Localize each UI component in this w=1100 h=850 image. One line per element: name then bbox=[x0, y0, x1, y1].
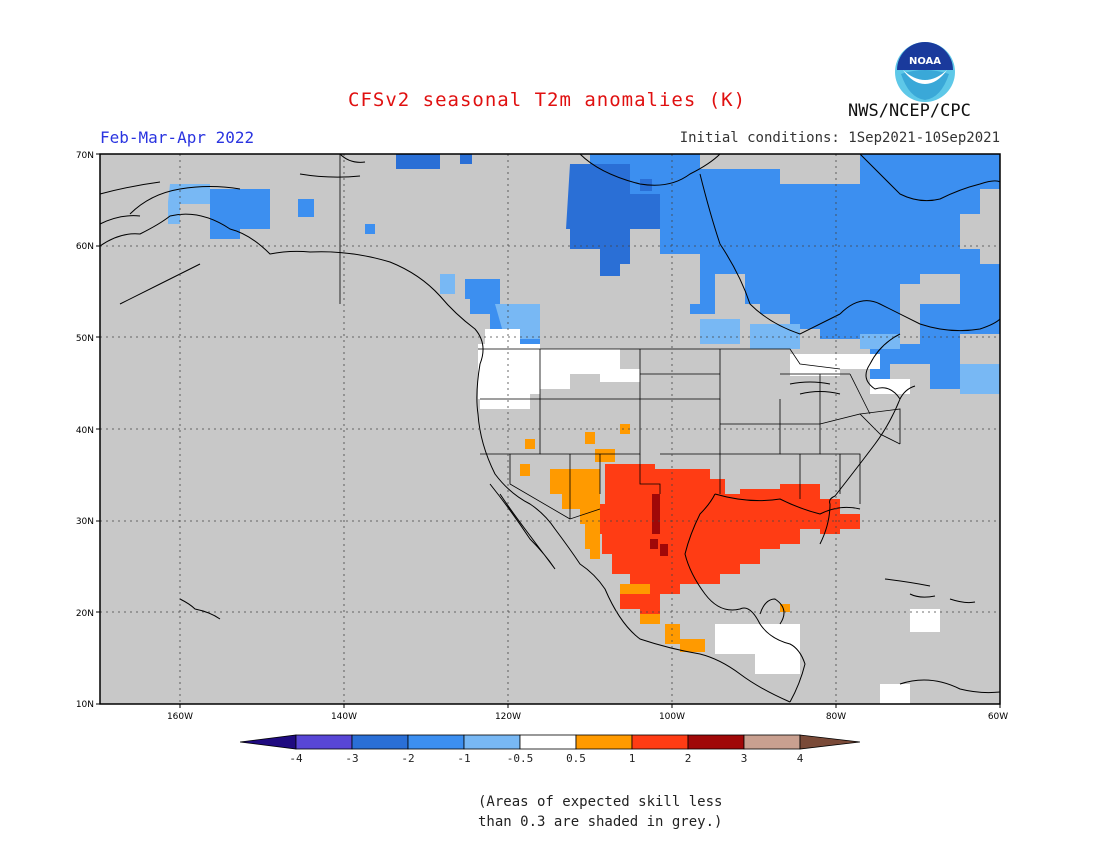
colorbar-tick: 4 bbox=[796, 752, 804, 765]
lat-label-20n: 20N bbox=[76, 609, 94, 619]
lat-label-70n: 70N bbox=[76, 151, 94, 161]
lon-label-100w: 100W bbox=[659, 712, 685, 722]
coastlines bbox=[99, 153, 1001, 703]
logo-text: NOAA bbox=[909, 56, 941, 67]
lat-label-60n: 60N bbox=[76, 242, 94, 252]
lon-label-160w: 160W bbox=[167, 712, 193, 722]
colorbar-tick: 3 bbox=[740, 752, 748, 765]
political-borders bbox=[339, 154, 901, 520]
forecast-period: Feb-Mar-Apr 2022 bbox=[100, 128, 255, 147]
colorbar-segment bbox=[687, 734, 745, 750]
colorbar-tick: -2 bbox=[401, 752, 415, 765]
lat-label-10n: 10N bbox=[76, 700, 94, 710]
lon-label-120w: 120W bbox=[495, 712, 521, 722]
colorbar-tick: 2 bbox=[684, 752, 692, 765]
lat-label-40n: 40N bbox=[76, 426, 94, 436]
colorbar bbox=[240, 734, 860, 750]
chart-title: CFSv2 seasonal T2m anomalies (K) bbox=[348, 89, 747, 111]
graticule bbox=[100, 154, 1000, 704]
colorbar-tick: -0.5 bbox=[506, 752, 534, 765]
anomaly-map: 70N 60N 50N 40N 30N 20N 10N 160W 140W 12… bbox=[76, 151, 1008, 722]
lat-label-50n: 50N bbox=[76, 334, 94, 344]
colorbar-ticks: -4 -3 -2 -1 -0.5 0.5 1 2 3 4 bbox=[240, 752, 860, 768]
colorbar-segment bbox=[575, 734, 633, 750]
lon-label-140w: 140W bbox=[331, 712, 357, 722]
colorbar-tick: -4 bbox=[289, 752, 303, 765]
colorbar-tick: 1 bbox=[628, 752, 636, 765]
colorbar-tick: -3 bbox=[345, 752, 359, 765]
colorbar-tick: 0.5 bbox=[566, 752, 586, 765]
agency-label: NWS/NCEP/CPC bbox=[848, 101, 971, 121]
colorbar-segment bbox=[295, 734, 353, 750]
skill-footnote: (Areas of expected skill less than 0.3 a… bbox=[478, 792, 722, 832]
colorbar-segment bbox=[631, 734, 689, 750]
colorbar-segment bbox=[743, 734, 801, 750]
footnote-line-2: than 0.3 are shaded in grey.) bbox=[478, 814, 723, 830]
anomaly-cells bbox=[168, 154, 1000, 704]
initial-conditions: Initial conditions: 1Sep2021-10Sep2021 bbox=[679, 130, 1000, 146]
footnote-line-1: (Areas of expected skill less bbox=[478, 794, 723, 810]
lon-label-80w: 80W bbox=[826, 712, 846, 722]
colorbar-segment bbox=[351, 734, 409, 750]
colorbar-tick: -1 bbox=[457, 752, 471, 765]
colorbar-segment bbox=[407, 734, 465, 750]
colorbar-segment-max bbox=[799, 734, 860, 750]
colorbar-segment bbox=[519, 734, 577, 750]
lat-label-30n: 30N bbox=[76, 517, 94, 527]
colorbar-segment-min bbox=[240, 734, 297, 750]
noaa-logo: NOAA bbox=[895, 42, 955, 102]
lon-label-60w: 60W bbox=[988, 712, 1008, 722]
colorbar-segment bbox=[463, 734, 521, 750]
